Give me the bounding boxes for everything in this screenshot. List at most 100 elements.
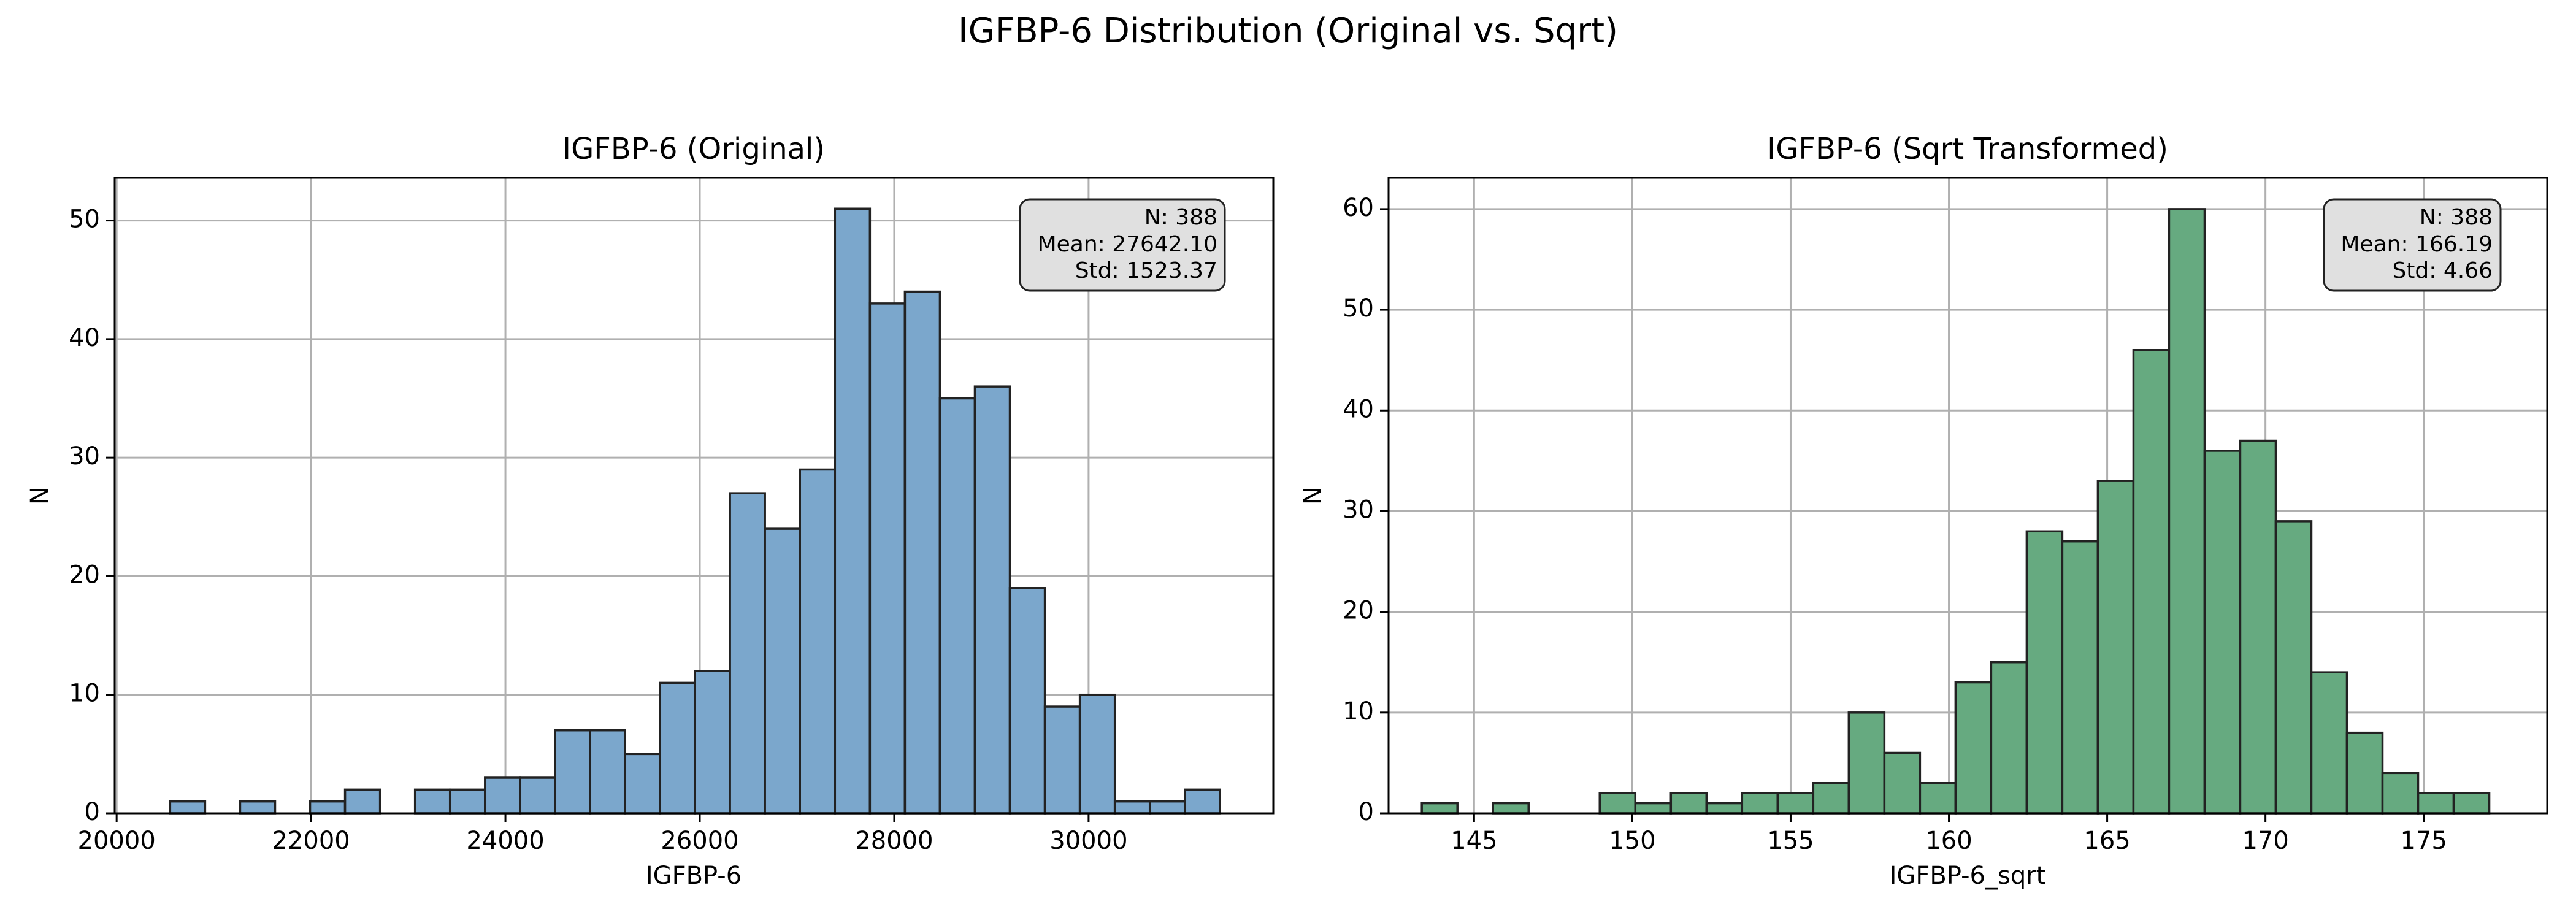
histogram-sqrt-xtick-label: 145 bbox=[1451, 827, 1497, 855]
histogram-sqrt-bar bbox=[2132, 349, 2171, 815]
histogram-original-bar bbox=[589, 729, 626, 815]
histogram-original-bar bbox=[343, 788, 381, 815]
histogram-original-bar bbox=[413, 788, 451, 815]
figure-suptitle: IGFBP-6 Distribution (Original vs. Sqrt) bbox=[958, 11, 1618, 51]
histogram-original-bar bbox=[309, 800, 347, 815]
histogram-sqrt-bar bbox=[2417, 792, 2455, 815]
histogram-original-bar bbox=[799, 468, 837, 815]
histogram-original-stats-mean: Mean: 27642.10 bbox=[1038, 232, 1217, 257]
histogram-original-xlabel: IGFBP-6 bbox=[646, 862, 742, 890]
histogram-sqrt-ticks: 145 150 155 160 165 170 175 0 10 20 30 40 50 60 bbox=[1343, 194, 2447, 855]
histogram-sqrt-bar bbox=[1634, 802, 1673, 815]
histogram-original-stats-std: Std: 1523.37 bbox=[1075, 258, 1217, 283]
histogram-original-ytick-label: 10 bbox=[69, 680, 100, 708]
histogram-sqrt-bar bbox=[1883, 751, 1922, 815]
histogram-original-ytick-label: 0 bbox=[85, 798, 100, 826]
histogram-original-bar bbox=[868, 302, 907, 815]
histogram-sqrt-stats-box: N: 388 Mean: 166.19 Std: 4.66 bbox=[2323, 198, 2502, 292]
histogram-original-bar bbox=[1043, 705, 1081, 815]
histogram-original-bar bbox=[764, 527, 801, 815]
histogram-original-bars bbox=[169, 207, 1221, 815]
histogram-sqrt-ytick-label: 20 bbox=[1343, 597, 1374, 625]
histogram-sqrt-bar bbox=[2203, 450, 2242, 815]
histogram-sqrt-title: IGFBP-6 (Sqrt Transformed) bbox=[1767, 132, 2168, 166]
histogram-original-panel: IGFBP-6 (Original) 20000 22000 24000 26000 2… bbox=[26, 132, 1275, 890]
histogram-original-bar bbox=[659, 681, 696, 815]
histogram-sqrt-bar bbox=[1741, 792, 1779, 815]
histogram-sqrt-stats-n: N: 388 bbox=[2420, 205, 2493, 230]
histogram-original-bar bbox=[169, 800, 207, 815]
histogram-sqrt-bar bbox=[2310, 671, 2348, 815]
histogram-original-ytick-label: 40 bbox=[69, 324, 100, 352]
histogram-sqrt-bar bbox=[2061, 540, 2099, 815]
histogram-sqrt-axes-frame bbox=[1387, 177, 2548, 815]
histogram-sqrt-xtick-label: 155 bbox=[1767, 827, 1814, 855]
histogram-sqrt-bar bbox=[1919, 781, 1957, 815]
histogram-sqrt-bar bbox=[2381, 772, 2420, 815]
histogram-original-bar bbox=[729, 492, 766, 815]
histogram-original-bar bbox=[938, 397, 976, 815]
histogram-sqrt-ylabel: N bbox=[1299, 486, 1327, 505]
histogram-sqrt-xtick-label: 160 bbox=[1925, 827, 1972, 855]
histogram-sqrt-ytick-label: 0 bbox=[1359, 798, 1374, 826]
histogram-original-bar bbox=[973, 385, 1011, 815]
histogram-sqrt-ytick-label: 30 bbox=[1343, 496, 1374, 524]
histogram-original-bar bbox=[834, 207, 872, 815]
histogram-original-axes-frame bbox=[113, 177, 1275, 815]
histogram-sqrt-bar bbox=[1492, 802, 1530, 815]
histogram-original-ytick-label: 30 bbox=[69, 442, 100, 470]
histogram-original-bar bbox=[624, 753, 661, 815]
histogram-sqrt-bar bbox=[2345, 731, 2384, 815]
histogram-original-bar bbox=[239, 800, 277, 815]
histogram-sqrt-panel: IGFBP-6 (Sqrt Transformed) 145 150 155 160 1… bbox=[1299, 132, 2548, 890]
histogram-sqrt-bar bbox=[1420, 802, 1459, 815]
histogram-sqrt-bar bbox=[1954, 681, 1993, 815]
histogram-original-xtick-label: 20000 bbox=[78, 827, 156, 855]
histogram-original-bar bbox=[554, 729, 591, 815]
histogram-sqrt-bar bbox=[2239, 439, 2277, 815]
histogram-original-bar bbox=[1078, 693, 1116, 815]
histogram-original-ticks: 20000 22000 24000 26000 28000 30000 0 10 20 30 40 5… bbox=[69, 205, 1127, 855]
histogram-original-bar bbox=[519, 776, 556, 815]
histogram-sqrt-bar bbox=[1812, 781, 1850, 815]
histogram-original-bar bbox=[484, 776, 521, 815]
histogram-sqrt-bar bbox=[1705, 802, 1744, 815]
histogram-original-bar bbox=[694, 670, 731, 815]
histogram-original-stats-n: N: 388 bbox=[1144, 205, 1217, 230]
histogram-sqrt-bar bbox=[1598, 792, 1637, 815]
histogram-original-ytick-label: 50 bbox=[69, 205, 100, 234]
histogram-original-bar bbox=[1008, 587, 1046, 815]
histogram-sqrt-ytick-label: 40 bbox=[1343, 395, 1374, 423]
histogram-original-title: IGFBP-6 (Original) bbox=[562, 132, 825, 166]
histogram-sqrt-xtick-label: 175 bbox=[2401, 827, 2447, 855]
histogram-sqrt-xtick-label: 150 bbox=[1609, 827, 1655, 855]
histogram-sqrt-xtick-label: 170 bbox=[2242, 827, 2288, 855]
histogram-sqrt-bar bbox=[1776, 792, 1815, 815]
histogram-original-xtick-label: 30000 bbox=[1049, 827, 1127, 855]
histogram-sqrt-xtick-label: 165 bbox=[2083, 827, 2130, 855]
histogram-original-xtick-label: 28000 bbox=[855, 827, 933, 855]
histogram-sqrt-bar bbox=[2096, 480, 2135, 815]
histogram-original-bar bbox=[1148, 800, 1186, 815]
histogram-sqrt-ytick-label: 50 bbox=[1343, 294, 1374, 323]
histogram-sqrt-bar bbox=[1847, 711, 1886, 815]
histogram-original-ylabel: N bbox=[26, 486, 54, 505]
histogram-sqrt-stats-mean: Mean: 166.19 bbox=[2340, 232, 2493, 257]
histogram-sqrt-bar bbox=[1990, 661, 2028, 815]
histogram-sqrt-ytick-label: 60 bbox=[1343, 194, 1374, 222]
histogram-original-bar bbox=[1184, 788, 1221, 815]
histogram-original-ytick-label: 20 bbox=[69, 561, 100, 589]
histogram-original-xtick-label: 22000 bbox=[272, 827, 350, 855]
histogram-sqrt-ytick-label: 10 bbox=[1343, 697, 1374, 726]
histogram-sqrt-bar bbox=[2168, 208, 2206, 815]
histogram-original-bar bbox=[1113, 800, 1151, 815]
histogram-original-xtick-label: 26000 bbox=[661, 827, 738, 855]
histogram-sqrt-bar bbox=[2025, 530, 2064, 815]
histogram-original-bar bbox=[448, 788, 486, 815]
histogram-original-bar bbox=[903, 290, 941, 815]
histogram-sqrt-xlabel: IGFBP-6_sqrt bbox=[1890, 862, 2046, 890]
histogram-original-stats-box: N: 388 Mean: 27642.10 Std: 1523.37 bbox=[1019, 198, 1226, 292]
histogram-sqrt-bar bbox=[1669, 792, 1708, 815]
histogram-original-xtick-label: 24000 bbox=[466, 827, 544, 855]
